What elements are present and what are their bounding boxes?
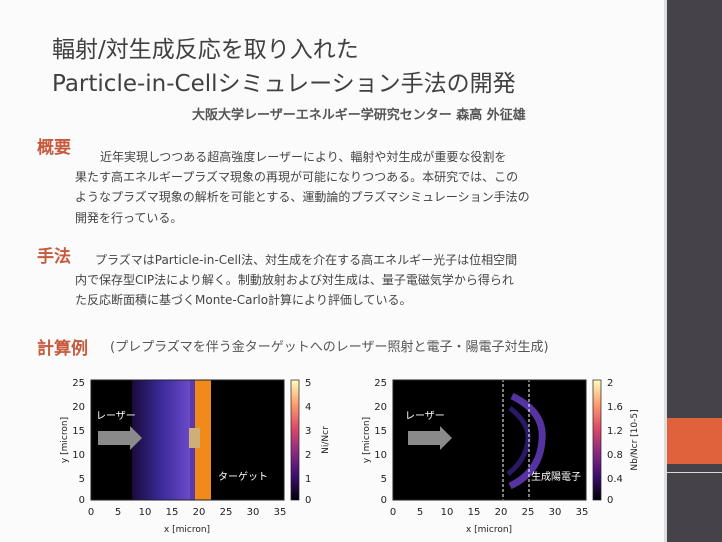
title-line-2: Particle-in-Cellシミュレーション手法の開発 bbox=[52, 71, 516, 97]
x-tick: 30 bbox=[247, 507, 260, 518]
slide-edge-shadow bbox=[664, 0, 667, 542]
y-tick: 25 bbox=[374, 378, 387, 389]
x-tick: 10 bbox=[441, 507, 454, 518]
gold-target bbox=[195, 380, 211, 500]
y-tick: 10 bbox=[72, 450, 85, 461]
overview-line-1: 近年実現しつつある超高強度レーザーにより、輻射や対生成が重要な役割を bbox=[100, 150, 507, 164]
y-tick: 5 bbox=[79, 474, 85, 485]
method-line-2: 内で保存型CIP法により解く。制動放射および対生成は、量子電磁気学から得られ bbox=[75, 273, 514, 287]
colorbar-label: Nb/Ncr [10-5] bbox=[630, 409, 640, 470]
method-heading: 手法 bbox=[37, 247, 71, 267]
colorbar-tick: 1.2 bbox=[607, 426, 623, 437]
x-tick: 25 bbox=[522, 507, 535, 518]
colorbar-tick: 3 bbox=[305, 426, 311, 437]
colorbar-tick: 0.8 bbox=[607, 450, 623, 461]
colorbar-tick: 4 bbox=[305, 402, 311, 413]
plot-border bbox=[90, 379, 285, 501]
y-axis-label: y [micron] bbox=[362, 417, 372, 463]
positron-arc-inner bbox=[506, 406, 531, 476]
x-tick: 35 bbox=[274, 507, 287, 518]
colorbar-tick: 1 bbox=[305, 474, 311, 485]
colorbar-label: Ni/Ncr bbox=[321, 426, 331, 454]
y-tick: 15 bbox=[72, 426, 85, 437]
overview-line-4: 開発を行っている。 bbox=[75, 211, 183, 225]
laser-arrow bbox=[98, 426, 142, 450]
y-tick: 20 bbox=[374, 402, 387, 413]
affiliation: 大阪大学レーザーエネルギー学研究センター 森高 外征雄 bbox=[192, 108, 526, 123]
y-tick: 0 bbox=[79, 495, 85, 506]
x-tick: 5 bbox=[417, 507, 423, 518]
colorbar-tick: 1.6 bbox=[607, 402, 623, 413]
colorbar bbox=[290, 379, 300, 501]
laser-label: レーザー bbox=[405, 410, 445, 422]
x-tick: 5 bbox=[115, 507, 121, 518]
positron-label: 生成陽電子 bbox=[531, 470, 581, 483]
overview-line-2: 果たす高エネルギープラズマ現象の再現が可能になりつつある。本研究では、この bbox=[75, 170, 519, 184]
y-tick: 25 bbox=[72, 378, 85, 389]
overview-heading: 概要 bbox=[37, 138, 71, 158]
x-tick: 25 bbox=[220, 507, 233, 518]
x-axis-label: x [micron] bbox=[466, 525, 512, 535]
colorbar-tick: 0.4 bbox=[607, 474, 623, 485]
x-tick: 30 bbox=[549, 507, 562, 518]
example-heading: 計算例 bbox=[37, 339, 88, 359]
plot-border bbox=[392, 379, 587, 501]
method-line-1: プラズマはParticle-in-Cell法、対生成を介在する高エネルギー光子は… bbox=[95, 253, 518, 267]
y-tick: 10 bbox=[374, 450, 387, 461]
x-tick: 20 bbox=[193, 507, 206, 518]
colorbar-tick: 5 bbox=[305, 378, 311, 389]
x-tick: 15 bbox=[166, 507, 179, 518]
method-line-3: た反応断面積に基づくMonte-Carlo計算により評価している。 bbox=[75, 293, 412, 307]
x-tick: 10 bbox=[139, 507, 152, 518]
x-tick: 0 bbox=[390, 507, 396, 518]
colorbar-tick: 2 bbox=[305, 450, 311, 461]
example-caption: (プレプラズマを伴う金ターゲットへのレーザー照射と電子・陽電子対生成) bbox=[110, 340, 549, 355]
accent-band bbox=[667, 418, 722, 464]
y-tick: 0 bbox=[381, 495, 387, 506]
title-line-1: 輻射/対生成反応を取り入れた bbox=[52, 37, 359, 63]
y-tick: 5 bbox=[381, 474, 387, 485]
y-axis-label: y [micron] bbox=[60, 417, 70, 463]
x-tick: 20 bbox=[495, 507, 508, 518]
laser-arrow bbox=[408, 426, 452, 450]
hot-spot bbox=[189, 428, 200, 448]
colorbar bbox=[592, 379, 602, 501]
target-label: ターゲット bbox=[218, 471, 268, 483]
plot-ion-density: レーザー ターゲット 25 20 15 10 5 0 0 5 10 15 20 … bbox=[60, 378, 331, 535]
x-tick: 15 bbox=[468, 507, 481, 518]
positron-arc bbox=[508, 392, 546, 490]
colorbar-tick: 0 bbox=[305, 495, 311, 506]
preplasma-region bbox=[132, 380, 190, 500]
laser-label: レーザー bbox=[96, 410, 136, 422]
overview-line-3: ようなプラズマ現象の解析を可能とする、運動論的プラズマシミュレーション手法の bbox=[75, 190, 530, 204]
sidebar-divider bbox=[667, 472, 722, 473]
x-tick: 0 bbox=[88, 507, 94, 518]
colorbar-tick: 2 bbox=[607, 378, 613, 389]
colorbar-tick: 0 bbox=[607, 495, 613, 506]
plot-positron-density: レーザー 生成陽電子 25 20 15 10 5 0 0 5 10 15 20 … bbox=[362, 378, 640, 535]
x-axis-label: x [micron] bbox=[164, 525, 210, 535]
x-tick: 35 bbox=[576, 507, 589, 518]
y-tick: 15 bbox=[374, 426, 387, 437]
y-tick: 20 bbox=[72, 402, 85, 413]
